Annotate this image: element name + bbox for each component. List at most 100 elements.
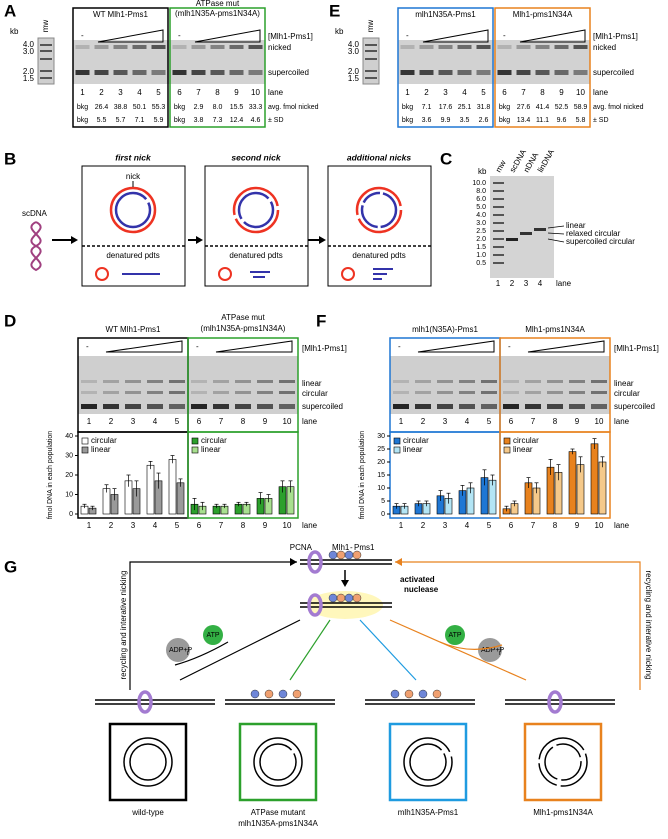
gel-band (547, 380, 563, 383)
gel-band (81, 391, 97, 394)
atp-label: ATP (206, 632, 219, 639)
gel-band (132, 70, 147, 75)
gel-band (415, 380, 431, 383)
lane-number: 9 (559, 88, 564, 97)
titration-triangle (97, 29, 164, 43)
strand-inner (114, 191, 152, 229)
ladder-band (365, 58, 377, 60)
x-tick-label: 1 (87, 521, 92, 530)
gel-band (169, 404, 185, 409)
titration-triangle (519, 29, 586, 43)
step-title: first nick (115, 152, 152, 162)
scdna-label: scDNA (22, 209, 48, 218)
outcome-box (388, 722, 468, 802)
avg-value: 27.6 (517, 104, 531, 111)
recycle-path (129, 561, 297, 690)
gel-band (534, 228, 546, 231)
avg-value: bkg (77, 104, 88, 111)
mw-label: mw (41, 20, 50, 33)
sd-label: ± SD (268, 117, 284, 124)
gel-band (497, 70, 512, 75)
sd-value: 7.1 (135, 117, 145, 124)
gel-band (591, 380, 607, 383)
pcna (547, 690, 563, 714)
ladder-band (365, 70, 377, 72)
lane-number: 1 (87, 417, 92, 426)
gel-band (400, 45, 415, 49)
lane-number: 4 (462, 88, 467, 97)
gel-band (113, 70, 128, 75)
gel-band (191, 70, 206, 75)
avg-value: 31.8 (477, 104, 491, 111)
denatured-label: denatured pdts (352, 251, 405, 260)
sd-value: bkg (174, 117, 185, 124)
x-axis-label: lane (614, 521, 630, 530)
gel-band (535, 70, 550, 75)
titration-triangle (417, 340, 495, 353)
lane-number: 6 (197, 417, 202, 426)
panel-letter: G (4, 557, 17, 576)
adp (166, 638, 190, 662)
y-tick-label: 5 (381, 498, 385, 505)
legend-swatch (393, 437, 401, 445)
y-axis-label: fmol DNA in each population (47, 431, 54, 519)
gel-band (75, 45, 90, 49)
panel-letter: C (440, 149, 452, 168)
lane-number: 2 (109, 417, 114, 426)
ladder-band (493, 246, 504, 248)
lane-number: 4 (137, 88, 142, 97)
avg-value: 58.9 (574, 104, 588, 111)
gel-band (169, 391, 185, 394)
avg-value: 38.8 (114, 104, 128, 111)
ladder-band (493, 198, 504, 200)
ladder-band (365, 50, 377, 52)
legend-label: circular (201, 436, 227, 445)
band-label: supercoiled (268, 68, 309, 77)
gel-band (279, 391, 295, 394)
ladder-mark: 4.0 (476, 212, 486, 219)
lane-number: 9 (234, 88, 239, 97)
lane-number: 6 (177, 88, 182, 97)
gel-band (103, 380, 119, 383)
sd-value: 12.4 (230, 117, 244, 124)
sd-value: bkg (402, 117, 413, 124)
x-tick-label: 5 (175, 521, 180, 530)
kb-label: kb (10, 27, 19, 36)
avg-value: 55.3 (152, 104, 166, 111)
gel-band (457, 70, 472, 75)
concentration-label: [Mlh1-Pms1] (302, 344, 347, 353)
legend-swatch (503, 446, 511, 454)
gel-band (569, 380, 585, 383)
gel-band (419, 70, 434, 75)
mlh1-label: Mlh1 (332, 543, 350, 552)
ladder-band (365, 44, 377, 46)
x-tick-label: 5 (487, 521, 492, 530)
gel-band (525, 404, 541, 409)
gel-band (103, 404, 119, 409)
strand-inner (360, 191, 398, 229)
gel-band (279, 404, 295, 409)
gel-band (503, 391, 519, 394)
strand-outer (538, 737, 588, 787)
atp-label: ATP (448, 632, 461, 639)
gel-band (437, 404, 453, 409)
x-tick-label: 7 (531, 521, 536, 530)
ladder-band (493, 214, 504, 216)
titration-triangle (422, 29, 489, 43)
lane-number: 5 (175, 417, 180, 426)
gel-band (459, 391, 475, 394)
minus: - (508, 342, 511, 351)
protein (292, 689, 302, 699)
gel-band (257, 404, 273, 409)
group-title: WT Mlh1-Pms1 (93, 10, 149, 19)
titration-triangle (527, 340, 605, 353)
outcome-label: wild-type (131, 808, 164, 817)
y-tick-label: 40 (65, 433, 73, 440)
y-tick-label: 30 (65, 452, 73, 459)
minus: - (503, 31, 506, 40)
gel-band (248, 45, 263, 49)
gel-band (437, 391, 453, 394)
gel-band (147, 380, 163, 383)
protein (250, 689, 260, 699)
supercoil (30, 221, 42, 272)
